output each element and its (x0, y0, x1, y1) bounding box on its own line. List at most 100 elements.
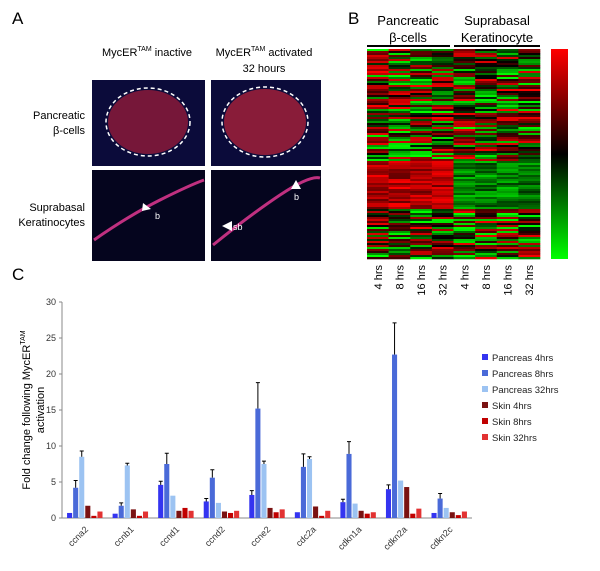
column-title: MycERTAM activated (216, 46, 313, 59)
heatmap-cell (518, 107, 541, 110)
heatmap-cell (518, 241, 541, 244)
panel-label: B (348, 9, 359, 28)
heatmap-cell (431, 197, 454, 200)
text: Fold change following MycER (21, 345, 33, 490)
heatmap-cell (388, 129, 411, 132)
heatmap-cell (431, 71, 454, 74)
heatmap-cell (431, 175, 454, 178)
heatmap-cell (518, 211, 541, 214)
heatmap-cell (496, 101, 519, 104)
heatmap-cell (496, 193, 519, 196)
heatmap-cell (388, 137, 411, 140)
heatmap-cell (367, 89, 389, 92)
bar (136, 515, 142, 518)
heatmap-cell (367, 177, 389, 180)
bar (404, 487, 410, 518)
heatmap-cell (518, 155, 541, 158)
heatmap-cell (388, 91, 411, 94)
heatmap-cell (367, 95, 389, 98)
bar (449, 512, 455, 518)
heatmap-cell (388, 207, 411, 210)
legend-swatch (482, 434, 488, 440)
heatmap-cell (367, 117, 389, 120)
heatmap-cell (431, 167, 454, 170)
heatmap-cell (410, 89, 433, 92)
heatmap-cell (518, 151, 541, 154)
heatmap-cell (431, 53, 454, 56)
heatmap-cell (496, 81, 519, 84)
error-bar (340, 498, 345, 503)
panel-label: C (12, 265, 24, 284)
heatmap-cell (431, 201, 454, 204)
heatmap-cell (453, 187, 476, 190)
heatmap-cell (496, 87, 519, 90)
heatmap-cell (367, 51, 389, 54)
heatmap-cell (410, 105, 433, 108)
bar (267, 507, 273, 518)
heatmap-cell (518, 255, 541, 258)
heatmap-cell (496, 175, 519, 178)
heatmap-cell (518, 123, 541, 126)
heatmap-cell (367, 241, 389, 244)
heatmap-cell (367, 185, 389, 188)
heatmap-cell (453, 79, 476, 82)
heatmap-cell (367, 237, 389, 240)
heatmap-cell (367, 221, 389, 224)
heatmap-cell (410, 91, 433, 94)
heatmap-cell (518, 159, 541, 162)
heatmap-cell (388, 113, 411, 116)
heatmap-cell (367, 215, 389, 218)
heatmap-cell (496, 69, 519, 72)
heatmap-cell (496, 163, 519, 166)
heatmap-cell (496, 77, 519, 80)
heatmap-cell (496, 241, 519, 244)
heatmap-cell (410, 245, 433, 248)
heatmap-cell (518, 257, 541, 260)
superscript: TAM (137, 46, 151, 53)
heatmap-cell (431, 191, 454, 194)
panel-label: A (12, 9, 24, 28)
heatmap-cell (496, 107, 519, 110)
heatmap-cell (410, 95, 433, 98)
heatmap-cell (518, 195, 541, 198)
heatmap-cell (388, 185, 411, 188)
heatmap-cell (367, 169, 389, 172)
heatmap-cell (475, 135, 498, 138)
heatmap-cell (431, 203, 454, 206)
heatmap-cell (410, 73, 433, 76)
heatmap-cell (453, 153, 476, 156)
heatmap-cell (518, 59, 541, 62)
heatmap-cell (518, 131, 541, 134)
heatmap-cell (453, 223, 476, 226)
heatmap-cell (475, 57, 498, 60)
bar (385, 489, 392, 518)
heatmap-cell (410, 191, 433, 194)
bar (261, 464, 267, 518)
heatmap-cell (453, 221, 476, 224)
heatmap-cell (388, 223, 411, 226)
heatmap-cell (431, 117, 454, 120)
bar (461, 511, 467, 518)
heatmap-cell (410, 125, 433, 128)
heatmap-cell (453, 111, 476, 114)
heatmap-cell (431, 181, 454, 184)
heatmap-cell (518, 117, 541, 120)
heatmap-cell (410, 163, 433, 166)
error-bar (255, 382, 260, 409)
heatmap-cell (475, 69, 498, 72)
heatmap-cell (475, 205, 498, 208)
heatmap-cell (475, 75, 498, 78)
heatmap-cell (453, 217, 476, 220)
heatmap-cell (496, 133, 519, 136)
heatmap-cell (431, 239, 454, 242)
heatmap-cell (410, 255, 433, 258)
heatmap-cell (367, 141, 389, 144)
heatmap-cell (410, 221, 433, 224)
heatmap-cell (367, 85, 389, 88)
heatmap-cell (453, 59, 476, 62)
heatmap-cell (453, 57, 476, 60)
heatmap-cell (518, 77, 541, 80)
heatmap-cell (431, 231, 454, 234)
heatmap-cell (518, 119, 541, 122)
heatmap-cell (367, 133, 389, 136)
